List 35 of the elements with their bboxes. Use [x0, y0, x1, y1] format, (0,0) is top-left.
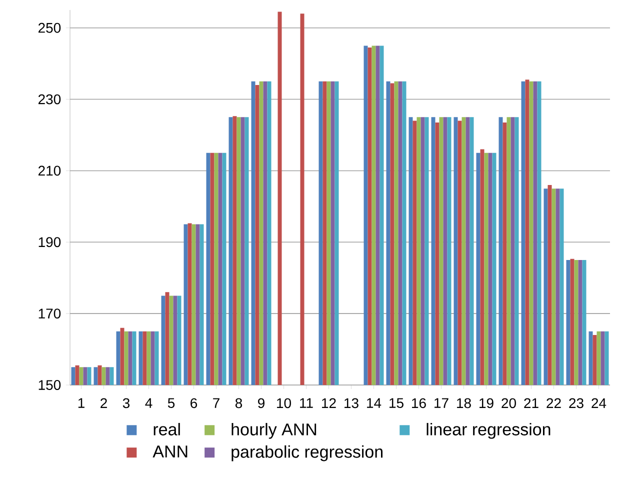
legend-label: hourly ANN	[232, 422, 316, 439]
legend-label: ANN	[152, 446, 188, 458]
y-tick-label: 170	[38, 308, 61, 319]
x-tick-label: 21	[524, 398, 538, 408]
x-tick-label: 14	[367, 398, 382, 408]
x-tick-label: 19	[480, 398, 494, 408]
x-tick-label: 10	[277, 398, 291, 408]
x-tick-label: 16	[412, 398, 426, 408]
legend-label: real	[154, 422, 180, 436]
x-tick-label: 15	[390, 398, 404, 408]
x-tick-label: 7	[213, 398, 220, 408]
y-tick-label: 230	[38, 94, 61, 104]
y-tick-label: 150	[38, 380, 61, 390]
x-tick-label: 2	[100, 398, 107, 408]
x-tick-label: 12	[322, 398, 336, 408]
legend-label: parabolic regression	[232, 445, 382, 462]
x-tick-label: 24	[592, 398, 606, 408]
legend-label: linear regression	[426, 422, 550, 439]
x-tick-label: 8	[235, 398, 242, 408]
x-tick-label: 23	[569, 398, 584, 408]
x-tick-label: 9	[258, 398, 264, 408]
x-tick-label: 17	[434, 398, 448, 408]
x-tick-label: 22	[546, 398, 561, 408]
x-tick-label: 4	[145, 398, 152, 408]
y-tick-label: 250	[38, 22, 61, 33]
x-tick-label: 13	[344, 398, 358, 408]
x-tick-label: 18	[457, 398, 471, 408]
y-tick-label: 210	[38, 166, 61, 176]
x-tick-label: 1	[78, 398, 84, 408]
x-tick-label: 5	[168, 398, 175, 408]
x-tick-label: 11	[300, 398, 313, 408]
y-tick-label: 190	[38, 237, 61, 248]
x-tick-label: 20	[502, 398, 516, 408]
x-tick-label: 6	[190, 398, 198, 408]
x-tick-label: 3	[122, 398, 130, 408]
